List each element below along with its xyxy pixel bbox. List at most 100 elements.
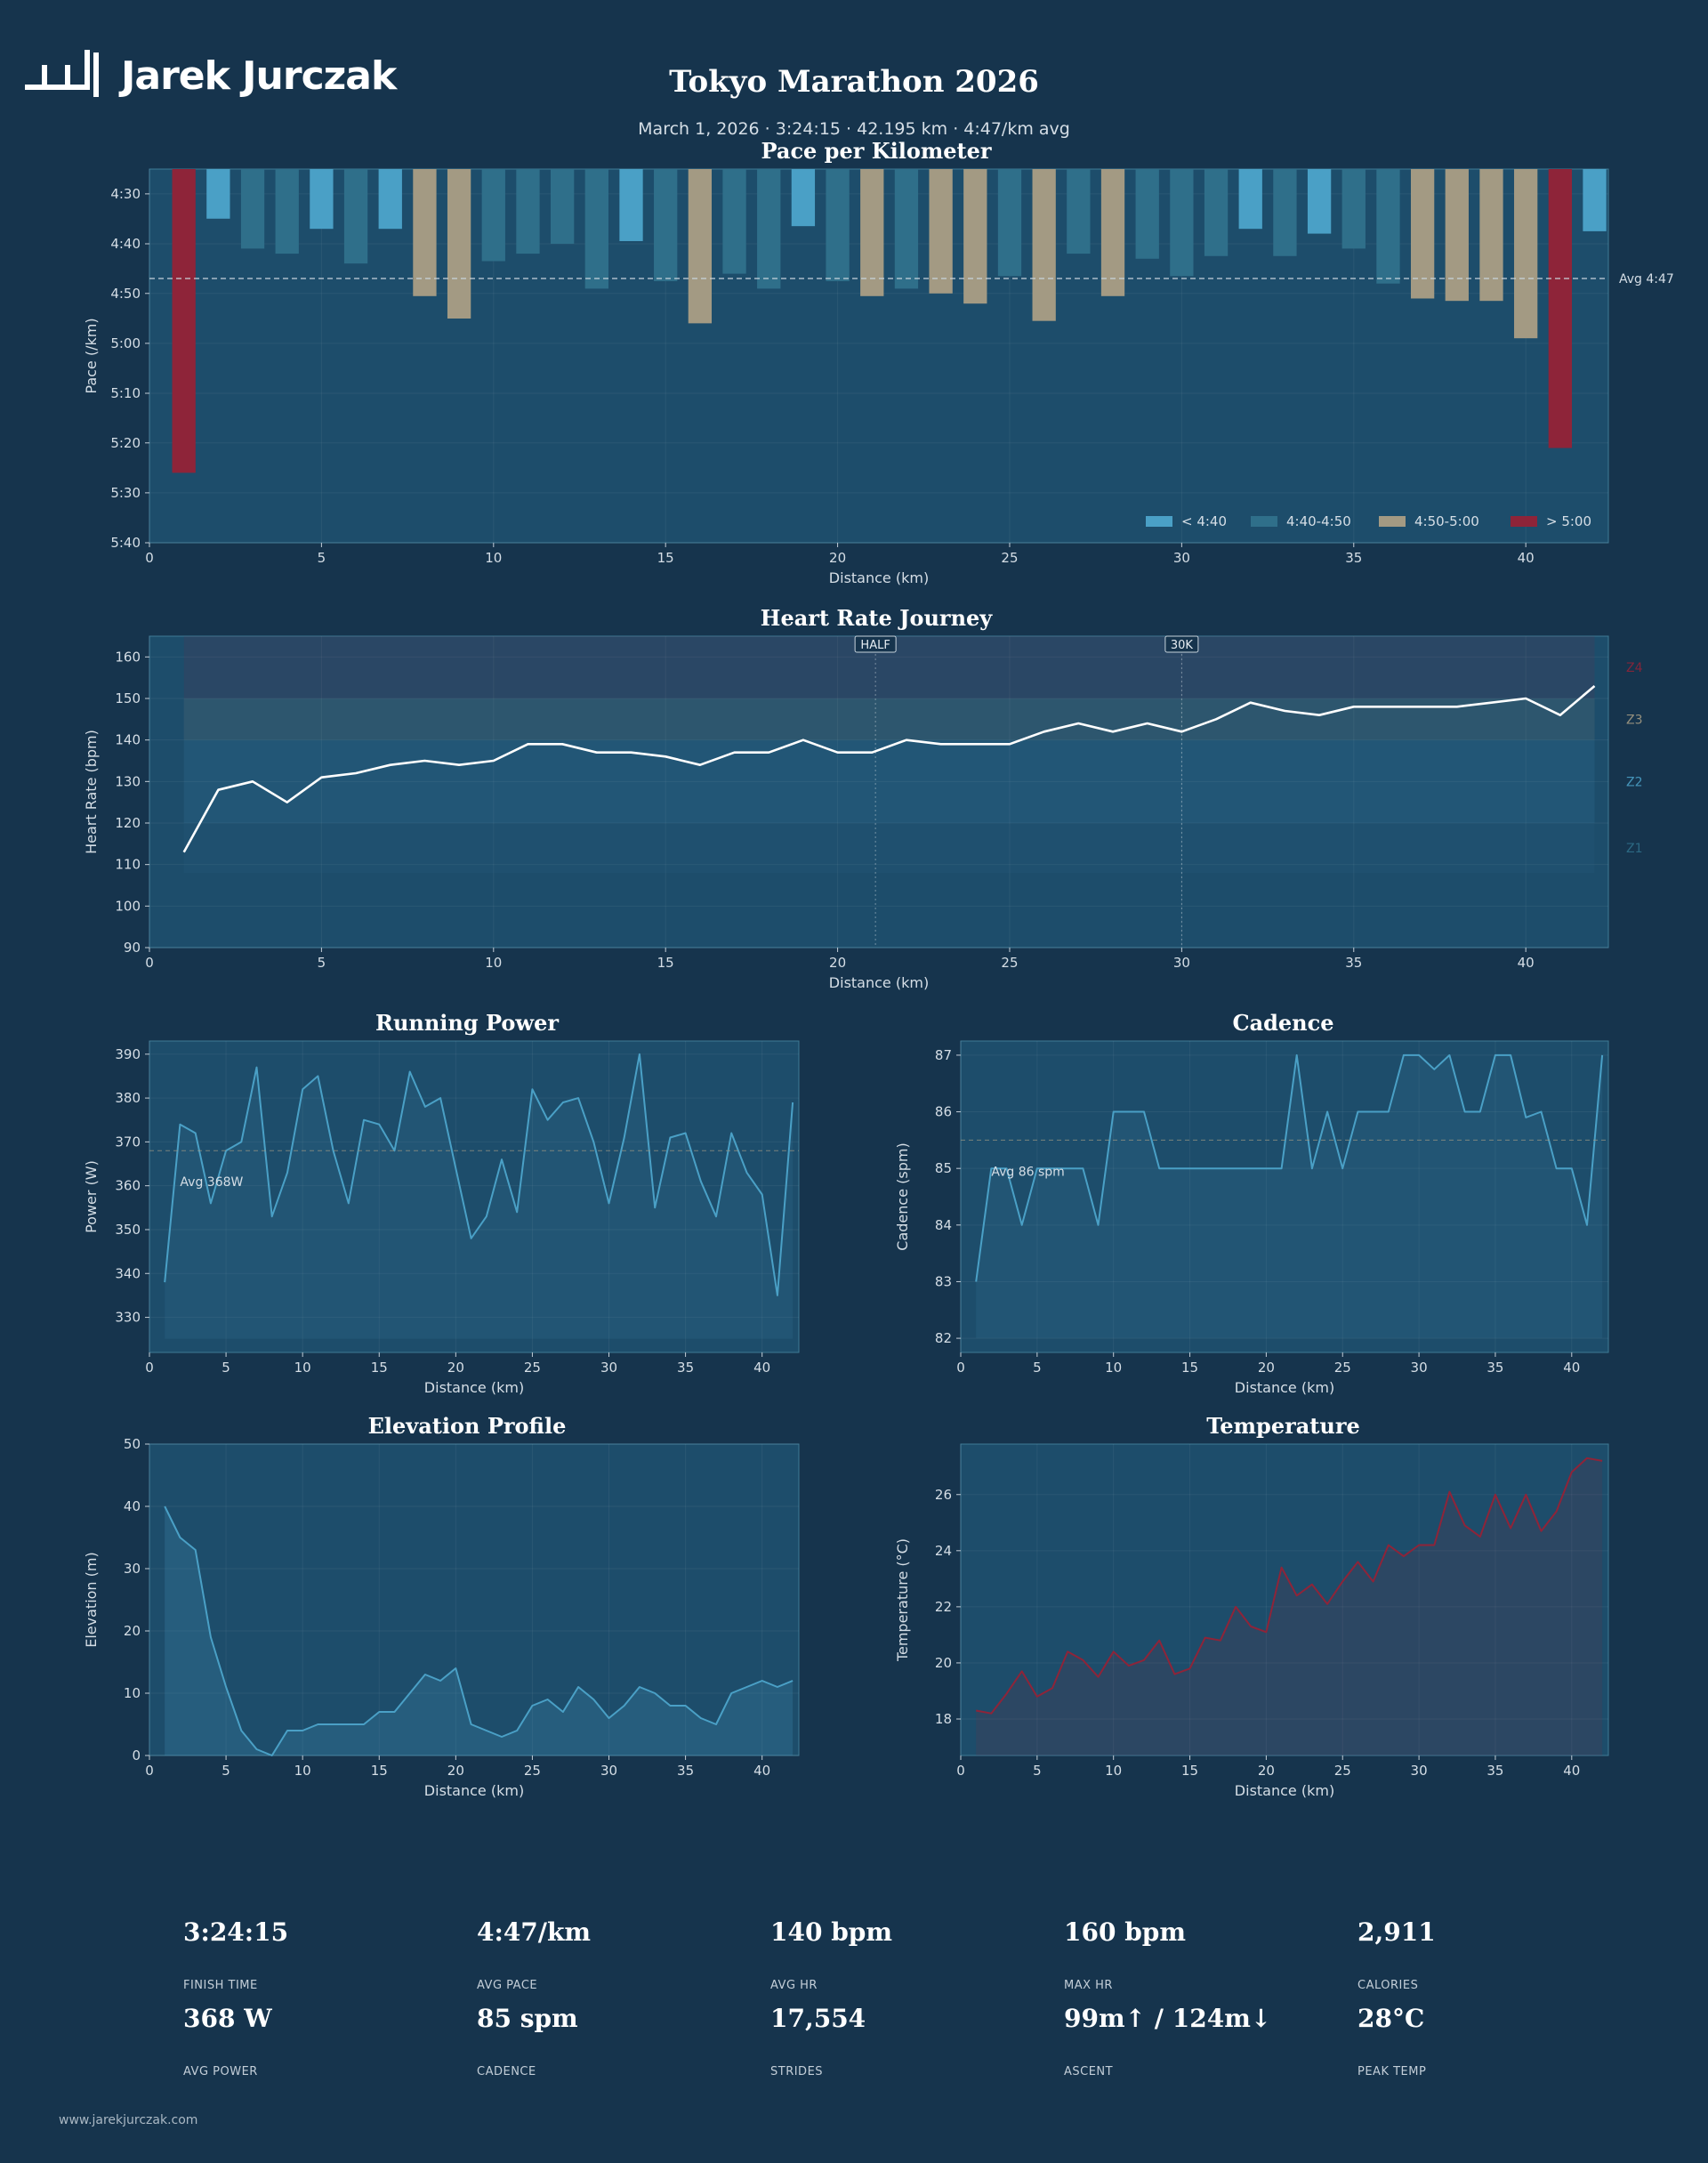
temperature-x-tick-label: 0 bbox=[956, 1763, 965, 1779]
temperature-data-point bbox=[1280, 1566, 1284, 1570]
heart_rate-plot-area bbox=[149, 635, 1609, 948]
heart_rate-data-point bbox=[595, 751, 599, 755]
heart_rate-data-point bbox=[698, 763, 702, 767]
pace-bar bbox=[1479, 169, 1503, 302]
pace-x-tick-label: 35 bbox=[1345, 550, 1362, 566]
stat-ascent-label: ASCENT bbox=[1064, 2065, 1114, 2078]
pace-bar bbox=[310, 169, 334, 230]
elevation-y-tick-label: 30 bbox=[124, 1561, 141, 1577]
cadence-data-point bbox=[1219, 1166, 1222, 1170]
cadence-y-tick-label: 83 bbox=[935, 1273, 952, 1289]
temperature-data-point bbox=[1066, 1650, 1069, 1653]
power-x-tick-label: 40 bbox=[753, 1360, 770, 1376]
elevation-x-tick-label: 5 bbox=[222, 1763, 230, 1779]
temperature-y-tick-label: 24 bbox=[935, 1543, 952, 1559]
elevation-x-tick-label: 35 bbox=[677, 1763, 694, 1779]
cadence-x-tick-label: 20 bbox=[1258, 1360, 1275, 1376]
temperature-chart: 0 5 10 15 20 25 30 35 40 18 20 22 24 26 Distance (km) T… bbox=[894, 1443, 1609, 1799]
pace-y-tick-label: 5:40 bbox=[110, 535, 141, 551]
temperature-data-point bbox=[1417, 1544, 1421, 1547]
temperature-x-tick-label: 5 bbox=[1033, 1763, 1042, 1779]
pace-legend-label: 4:50-5:00 bbox=[1414, 513, 1479, 529]
heart_rate-data-point bbox=[1524, 697, 1527, 700]
pace-bar bbox=[1514, 169, 1538, 339]
power-data-point bbox=[270, 1215, 274, 1218]
cadence-area-fill bbox=[976, 1054, 1603, 1339]
temperature-x-tick-label: 35 bbox=[1486, 1763, 1503, 1779]
brand-name: Jarek Jurczak bbox=[121, 53, 397, 99]
power-data-point bbox=[239, 1140, 243, 1143]
elevation-y-tick-label: 0 bbox=[132, 1747, 141, 1763]
pace-x-axis-label: Distance (km) bbox=[829, 569, 929, 586]
hr-marker-badge bbox=[1164, 635, 1199, 653]
pace-bar bbox=[997, 169, 1022, 277]
cadence-data-point bbox=[1341, 1166, 1344, 1170]
cadence-data-point bbox=[1356, 1110, 1359, 1114]
temperature-data-point bbox=[1204, 1636, 1207, 1640]
power-data-point bbox=[209, 1201, 213, 1205]
power-data-point bbox=[408, 1070, 412, 1074]
pace-bar bbox=[826, 169, 850, 281]
temperature-data-point bbox=[1310, 1583, 1314, 1586]
elevation-data-point bbox=[239, 1729, 243, 1732]
power-data-point bbox=[761, 1193, 764, 1197]
temperature-y-tick-label: 18 bbox=[935, 1711, 952, 1727]
cadence-data-point bbox=[1494, 1053, 1497, 1057]
pace-bar bbox=[1341, 169, 1366, 249]
elevation-data-point bbox=[454, 1667, 457, 1670]
heart_rate-data-point bbox=[973, 742, 977, 746]
heart_rate-data-point bbox=[664, 755, 667, 758]
stat-finish-time-label: FINISH TIME bbox=[183, 1979, 258, 1992]
heart_rate-data-point bbox=[1214, 717, 1218, 721]
heart_rate-x-tick-label: 0 bbox=[145, 955, 154, 971]
stat-avg-power-label: AVG POWER bbox=[183, 2065, 258, 2078]
elevation-x-tick-label: 10 bbox=[294, 1763, 311, 1779]
elevation-data-point bbox=[623, 1704, 626, 1707]
heart_rate-x-tick-label: 30 bbox=[1173, 955, 1190, 971]
power-chart-title: Running Power bbox=[375, 1010, 559, 1036]
heart_rate-data-point bbox=[1593, 684, 1597, 688]
elevation-data-point bbox=[332, 1723, 335, 1726]
elevation-x-tick-label: 25 bbox=[524, 1763, 541, 1779]
temperature-data-point bbox=[1142, 1659, 1146, 1662]
temperature-x-tick-label: 25 bbox=[1334, 1763, 1351, 1779]
temperature-y-tick-label: 20 bbox=[935, 1655, 952, 1671]
power-data-point bbox=[668, 1135, 672, 1139]
elevation-data-point bbox=[163, 1505, 166, 1508]
pace-bar bbox=[240, 169, 265, 249]
heart_rate-data-point bbox=[630, 751, 633, 755]
elevation-y-tick-label: 10 bbox=[124, 1685, 141, 1701]
pace-bar bbox=[275, 169, 299, 254]
power-y-tick-label: 370 bbox=[115, 1134, 141, 1150]
hr-chart-title: Heart Rate Journey bbox=[760, 605, 993, 631]
cadence-y-tick-label: 87 bbox=[935, 1047, 952, 1063]
cadence-data-point bbox=[1127, 1110, 1131, 1114]
pace-legend-swatch bbox=[1251, 516, 1277, 527]
stat-ascent: 99m↑ / 124m↓ bbox=[1064, 2004, 1272, 2033]
cadence-data-point bbox=[1447, 1053, 1451, 1057]
elevation-data-point bbox=[423, 1673, 427, 1676]
hr-zone-band bbox=[183, 823, 1595, 873]
elevation-data-point bbox=[684, 1704, 688, 1707]
heart_rate-x-tick-label: 35 bbox=[1345, 955, 1362, 971]
temperature-data-point bbox=[1157, 1639, 1161, 1642]
elevation-chart: 0 5 10 15 20 25 30 35 40 0 10 20 30 40 50 Distance (km)… bbox=[83, 1436, 800, 1799]
pace-bar bbox=[413, 169, 437, 296]
cadence-series-line bbox=[975, 1053, 1604, 1282]
cadence-x-tick-label: 5 bbox=[1033, 1360, 1042, 1376]
cadence-y-tick-label: 82 bbox=[935, 1330, 952, 1346]
power-data-point bbox=[485, 1215, 488, 1218]
pace-bar bbox=[1548, 169, 1572, 448]
heart_rate-data-point bbox=[251, 779, 254, 783]
pace-bar bbox=[1067, 169, 1091, 254]
pace-chart: 0 5 10 15 20 25 30 35 40 4:30 4:40 4:50 5:00 5:10 5:20… bbox=[83, 168, 1674, 586]
cadence-data-point bbox=[1387, 1110, 1390, 1114]
hr-marker-label: HALF bbox=[860, 639, 890, 652]
power-data-point bbox=[515, 1210, 519, 1214]
pace-x-tick-label: 10 bbox=[485, 550, 502, 566]
cadence-data-point bbox=[1585, 1223, 1589, 1227]
heart_rate-data-point bbox=[423, 759, 426, 763]
stat-max-hr-label: MAX HR bbox=[1064, 1979, 1113, 1992]
pace-bar bbox=[1204, 169, 1229, 256]
elevation-x-tick-label: 20 bbox=[447, 1763, 464, 1779]
